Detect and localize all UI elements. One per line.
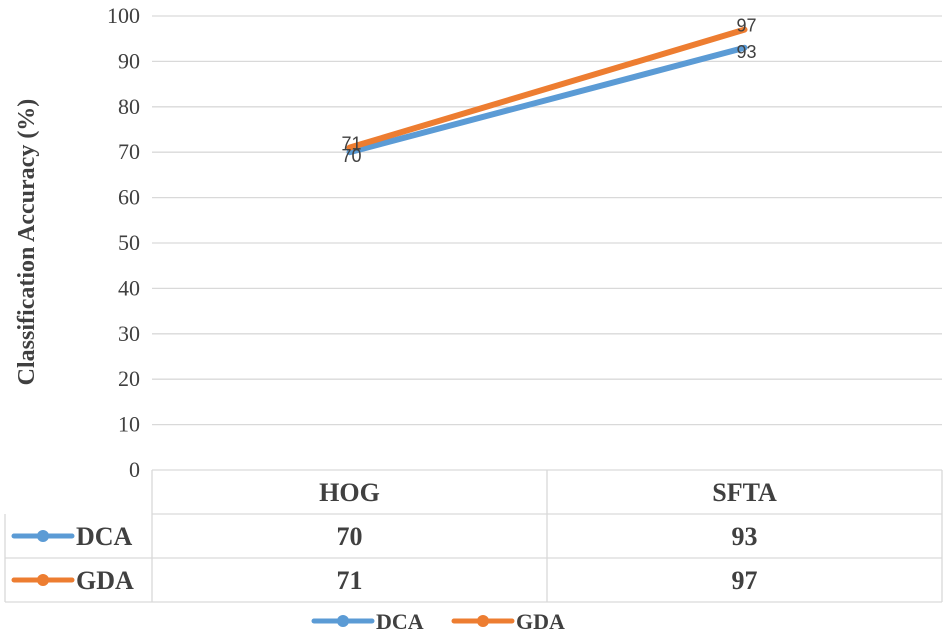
y-tick-label: 90 [118,48,140,73]
legend-item-label: GDA [516,609,565,633]
data-table: HOG SFTA DCA 70 93 GDA 71 97 [4,470,943,603]
table-cell-value: 70 [337,522,363,551]
table-cell-value: 97 [732,566,758,595]
data-label: 93 [736,42,756,62]
y-axis-title: Classification Accuracy (%) [14,99,40,386]
y-tick-label: 100 [107,3,140,28]
table-series-name: GDA [76,566,134,595]
y-tick-label: 50 [118,230,140,255]
table-cell-value: 93 [732,522,758,551]
table-legend-key-marker [37,574,49,586]
y-tick-label: 70 [118,139,140,164]
data-label: 70 [341,146,361,166]
series-line-dca [346,44,748,156]
legend-key-marker [477,615,489,627]
data-labels: 70 93 71 97 [341,16,756,167]
y-tick-label: 60 [118,185,140,210]
y-tick-label: 80 [118,94,140,119]
data-label: 97 [736,16,756,36]
legend: DCA GDA [311,609,565,633]
data-label: 71 [341,134,361,154]
y-tick-label: 40 [118,275,140,300]
legend-key-marker [337,615,349,627]
table-series-name: DCA [76,522,133,551]
y-tick-label: 0 [129,457,140,482]
series-lines [346,26,748,156]
series-line-gda [346,26,748,151]
x-category-label: SFTA [712,478,777,507]
gridlines [152,15,942,471]
y-tick-label: 20 [118,366,140,391]
table-cell-value: 71 [337,566,363,595]
y-tick-label: 30 [118,321,140,346]
y-tick-label: 10 [118,412,140,437]
table-legend-key-marker [37,530,49,542]
legend-item-label: DCA [376,609,424,633]
x-category-label: HOG [319,478,380,507]
y-axis-ticks: 0 10 20 30 40 50 60 70 80 90 100 [107,3,140,482]
